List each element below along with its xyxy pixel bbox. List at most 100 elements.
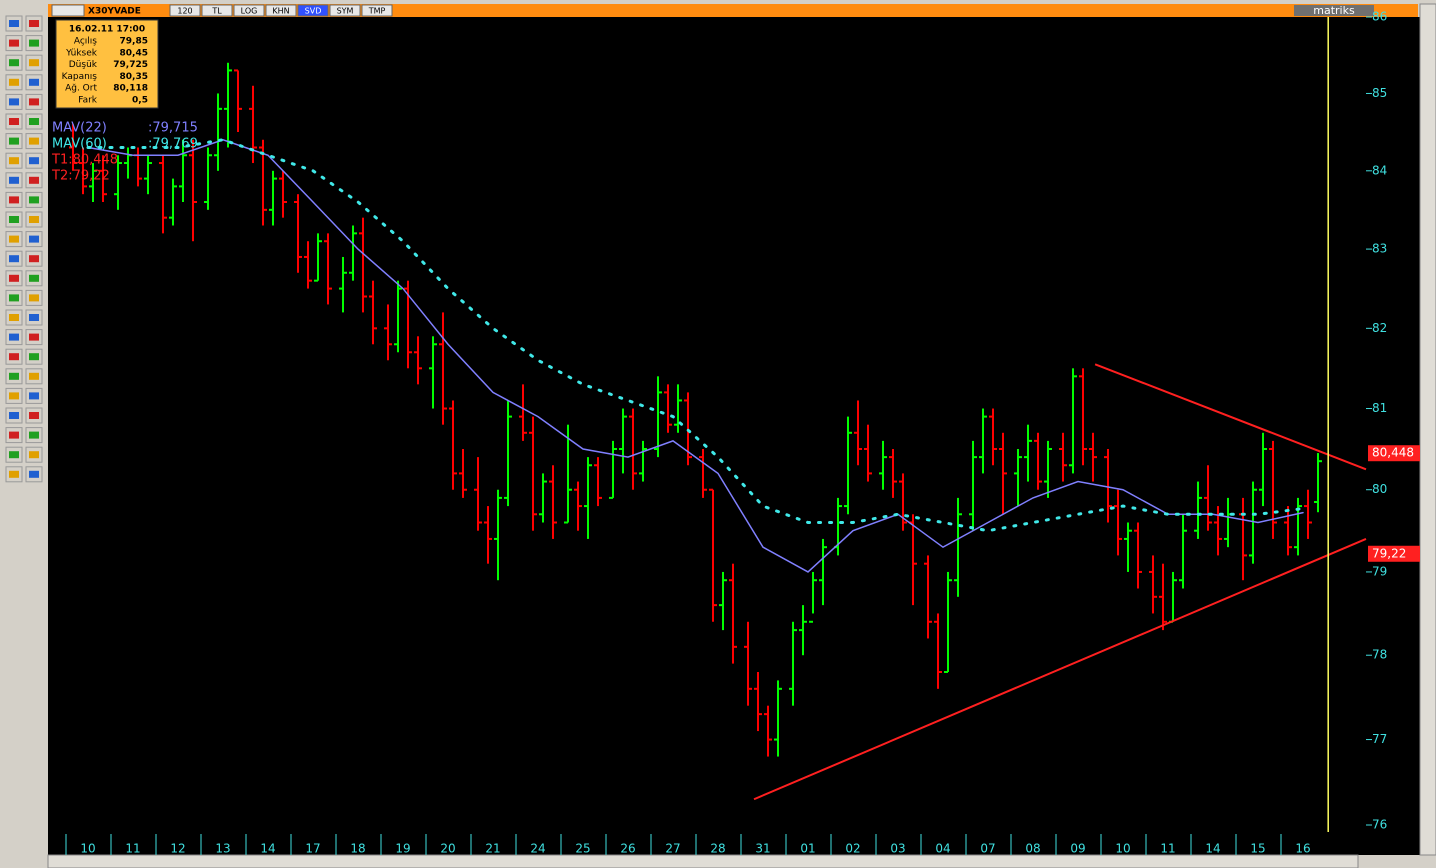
y-tick-label: 84	[1372, 163, 1387, 177]
ma-line	[86, 138, 1305, 533]
tool-glyph	[9, 137, 19, 145]
tool-glyph	[9, 412, 19, 419]
toolbar-button-label: TMP	[368, 7, 386, 16]
x-tick-label: 14	[260, 842, 275, 856]
symbol: X30YVADE	[88, 7, 141, 17]
ma-line	[87, 138, 1304, 573]
toolbar-button-label: LOG	[241, 7, 258, 16]
trendline-name: T2:79,22	[51, 169, 110, 184]
info-value: 80,35	[120, 72, 148, 82]
tool-glyph	[9, 274, 19, 282]
info-value: 80,118	[113, 84, 148, 94]
x-tick-label: 07	[980, 842, 995, 856]
tool-glyph	[9, 392, 19, 400]
tool-glyph	[9, 294, 19, 302]
y-tick-label: 82	[1372, 321, 1387, 335]
toolbar-button[interactable]	[361, 4, 393, 17]
symbol-icon[interactable]	[51, 4, 85, 17]
x-tick-label: 04	[935, 842, 950, 856]
v-scrollbar[interactable]	[1419, 3, 1436, 856]
axis-marker	[1368, 545, 1420, 562]
tool-glyph	[29, 314, 39, 321]
x-tick-label: 24	[530, 842, 545, 856]
tool-glyph	[29, 294, 39, 302]
y-tick-label: 80	[1372, 482, 1387, 496]
tool-glyph	[29, 20, 39, 27]
info-label: Düşük	[69, 60, 98, 70]
x-tick-label: 21	[485, 842, 500, 856]
y-tick-label: 76	[1372, 818, 1387, 832]
tool-glyph	[9, 196, 19, 204]
tool-glyph	[9, 59, 19, 67]
plot-area	[48, 17, 1366, 832]
tool-glyph	[9, 157, 19, 165]
toolbar-button-label: TL	[211, 7, 222, 16]
y-tick-label: 78	[1372, 648, 1387, 662]
tool-glyph	[9, 431, 19, 439]
toolbar-button[interactable]	[265, 4, 297, 17]
tool-glyph	[29, 235, 39, 243]
x-tick-label: 17	[305, 842, 320, 856]
x-tick-label: 02	[845, 842, 860, 856]
tool-glyph	[29, 98, 39, 106]
toolbar-button-label: SVD	[305, 7, 322, 16]
x-tick-label: 15	[1250, 842, 1265, 856]
x-tick-label: 25	[575, 842, 590, 856]
y-tick-label: 85	[1372, 86, 1387, 100]
info-value: 0,5	[132, 96, 148, 106]
tool-glyph	[9, 314, 19, 321]
tool-glyph	[9, 216, 19, 223]
trendline-name: T1:80,448	[51, 153, 118, 168]
x-tick-label: 27	[665, 842, 680, 856]
x-tick-label: 08	[1025, 842, 1040, 856]
info-datetime: 16.02.11 17:00	[69, 25, 145, 35]
tool-glyph	[29, 333, 39, 341]
toolbar-button[interactable]	[233, 4, 265, 17]
tool-glyph	[29, 353, 39, 361]
x-tick-label: 01	[800, 842, 815, 856]
toolbar-button[interactable]	[329, 4, 361, 17]
tool-glyph	[29, 196, 39, 204]
brand-box	[1294, 5, 1374, 16]
x-tick-label: 28	[710, 842, 725, 856]
trendline	[753, 538, 1367, 801]
x-tick-label: 11	[1160, 842, 1175, 856]
toolbar-button[interactable]	[201, 4, 233, 17]
axis-marker-label: 79,22	[1372, 546, 1406, 560]
tool-glyph	[9, 255, 19, 263]
info-label: Yüksek	[65, 48, 98, 58]
tool-glyph	[29, 470, 39, 478]
toolbar-button-label: SYM	[337, 7, 354, 16]
tool-glyph	[9, 39, 19, 47]
x-tick-label: 09	[1070, 842, 1085, 856]
brand: matriks	[1313, 4, 1355, 17]
indicator-name: MAV(60)	[52, 137, 107, 152]
tool-glyph	[29, 412, 39, 419]
tool-glyph	[9, 470, 19, 478]
tool-glyph	[9, 78, 19, 86]
x-tick-label: 10	[80, 842, 95, 856]
tool-glyph	[9, 235, 19, 243]
info-label: Fark	[78, 96, 98, 106]
tool-glyph	[9, 176, 19, 184]
toolbar-button[interactable]	[297, 4, 329, 17]
x-tick-label: 11	[125, 842, 140, 856]
tool-glyph	[29, 78, 39, 86]
h-scrollbar[interactable]	[47, 854, 1359, 868]
info-value: 79,725	[113, 60, 148, 70]
info-value: 80,45	[120, 48, 148, 58]
tool-glyph	[9, 372, 19, 380]
tool-glyph	[29, 451, 39, 459]
x-axis-area	[48, 832, 1420, 855]
tool-glyph	[9, 353, 19, 361]
tool-glyph	[9, 451, 19, 459]
info-value: 79,85	[120, 37, 148, 47]
tool-glyph	[29, 431, 39, 439]
tool-glyph	[9, 20, 19, 27]
toolbar-button[interactable]	[169, 4, 201, 17]
tool-glyph	[29, 118, 39, 125]
tool-glyph	[29, 39, 39, 47]
y-tick-label: 77	[1372, 732, 1387, 746]
tool-glyph	[29, 157, 39, 165]
